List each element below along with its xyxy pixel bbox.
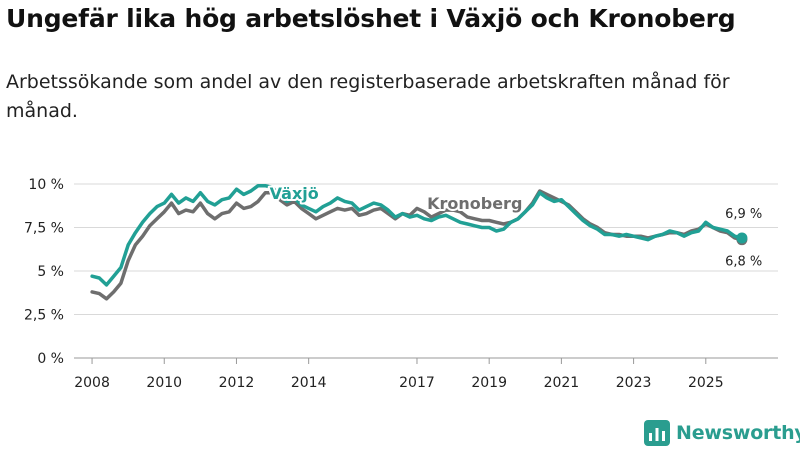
x-tick-label: 2017 (399, 375, 435, 391)
series-name-label: Växjö (270, 184, 319, 203)
y-tick-label: 2,5 % (24, 308, 64, 324)
x-tick-label: 2023 (616, 375, 652, 391)
x-tick-label: 2010 (146, 375, 182, 391)
x-tick-label: 2025 (688, 375, 724, 391)
y-tick-label: 7,5 % (24, 221, 64, 237)
x-tick-label: 2012 (219, 375, 255, 391)
end-value-label: 6,9 % (725, 207, 762, 222)
bar-chart-icon (644, 420, 670, 446)
series-line-vxj (90, 183, 744, 287)
series-labels: Kronoberg Växjö 6,8 % 6,9 % (268, 182, 764, 271)
series-line-kronoberg (90, 189, 744, 301)
x-axis-ticks: 2008 2010 2012 2014 2017 2019 2021 2023 2025 (74, 358, 724, 391)
y-tick-label: 0 % (37, 351, 64, 367)
y-tick-label: 10 % (28, 177, 64, 193)
chart-subtitle: Arbetssökande som andel av den registerb… (6, 71, 730, 122)
series-end-point (736, 232, 748, 244)
series-name-label: Kronoberg (427, 194, 522, 213)
chart-title: Ungefär lika hög arbetslöshet i Växjö oc… (6, 4, 736, 33)
y-tick-label: 5 % (37, 264, 64, 280)
x-tick-label: 2021 (544, 375, 580, 391)
x-tick-label: 2014 (291, 375, 327, 391)
x-tick-label: 2019 (471, 375, 507, 391)
newsworthy-logo: Newsworthy (644, 420, 800, 446)
y-axis-ticks: 0 % 2,5 % 5 % 7,5 % 10 % (24, 177, 64, 367)
end-value-label: 6,8 % (725, 255, 762, 270)
grid-lines (74, 183, 778, 359)
series-lines (90, 183, 748, 301)
brand-name: Newsworthy (676, 422, 800, 444)
x-tick-label: 2008 (74, 375, 110, 391)
